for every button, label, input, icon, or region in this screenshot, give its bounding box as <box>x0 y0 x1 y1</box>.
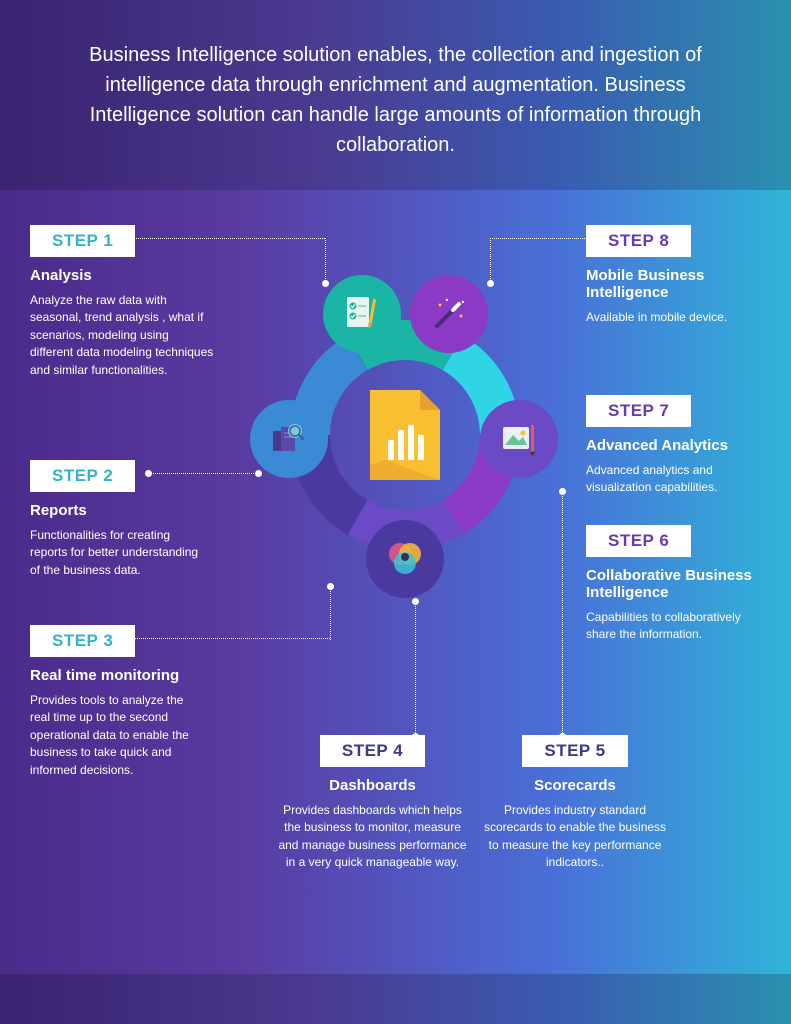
step-3-label: STEP 3 <box>30 625 135 657</box>
step-5-title: Scorecards <box>480 777 670 794</box>
step-1-desc: Analyze the raw data with seasonal, tren… <box>30 292 215 379</box>
connector <box>325 238 326 283</box>
venn-icon <box>382 536 428 582</box>
step-1: STEP 1 Analysis Analyze the raw data wit… <box>30 225 215 379</box>
node-reports <box>250 400 328 478</box>
connector <box>490 238 491 283</box>
step-3: STEP 3 Real time monitoring Provides too… <box>30 625 205 779</box>
wand-icon <box>427 292 471 336</box>
checklist-icon <box>342 294 382 334</box>
reports-icon <box>267 417 311 461</box>
step-5-desc: Provides industry standard scorecards to… <box>480 802 670 872</box>
step-7-desc: Advanced analytics and visualization cap… <box>586 462 761 497</box>
connector-dot <box>412 598 419 605</box>
step-4-title: Dashboards <box>275 777 470 794</box>
header-band: Business Intelligence solution enables, … <box>0 0 791 190</box>
step-2-title: Reports <box>30 502 205 519</box>
step-2: STEP 2 Reports Functionalities for creat… <box>30 460 205 579</box>
step-8: STEP 8 Mobile Business Intelligence Avai… <box>586 225 761 326</box>
connector-dot <box>559 488 566 495</box>
connector-dot <box>327 583 334 590</box>
node-collab <box>480 400 558 478</box>
footer-band <box>0 974 791 1024</box>
step-7-label: STEP 7 <box>586 395 691 427</box>
step-1-title: Analysis <box>30 267 215 284</box>
connector-dot <box>322 280 329 287</box>
step-2-label: STEP 2 <box>30 460 135 492</box>
step-6-title: Collaborative Business Intelligence <box>586 567 761 601</box>
step-8-title: Mobile Business Intelligence <box>586 267 761 301</box>
step-3-desc: Provides tools to analyze the real time … <box>30 692 205 779</box>
step-4-desc: Provides dashboards which helps the busi… <box>275 802 470 872</box>
picture-icon <box>497 417 541 461</box>
node-analysis <box>323 275 401 353</box>
connector-dot <box>255 470 262 477</box>
step-6-desc: Capabilities to collaboratively share th… <box>586 609 761 644</box>
step-8-desc: Available in mobile device. <box>586 309 761 326</box>
step-2-desc: Functionalities for creating reports for… <box>30 527 205 579</box>
node-dashboards <box>366 520 444 598</box>
step-8-label: STEP 8 <box>586 225 691 257</box>
intro-text: Business Intelligence solution enables, … <box>55 40 736 160</box>
step-6: STEP 6 Collaborative Business Intelligen… <box>586 525 761 644</box>
connector <box>562 490 563 735</box>
step-6-label: STEP 6 <box>586 525 691 557</box>
main-canvas: STEP 1 Analysis Analyze the raw data wit… <box>0 190 791 990</box>
step-7: STEP 7 Advanced Analytics Advanced analy… <box>586 395 761 497</box>
connector <box>415 600 416 735</box>
step-1-label: STEP 1 <box>30 225 135 257</box>
step-4-label: STEP 4 <box>320 735 425 767</box>
node-mobile <box>410 275 488 353</box>
document-bars-icon <box>370 390 440 480</box>
connector <box>330 585 331 640</box>
step-5-label: STEP 5 <box>522 735 627 767</box>
step-7-title: Advanced Analytics <box>586 437 761 454</box>
step-5: STEP 5 Scorecards Provides industry stan… <box>480 735 670 872</box>
step-4: STEP 4 Dashboards Provides dashboards wh… <box>275 735 470 872</box>
step-3-title: Real time monitoring <box>30 667 205 684</box>
radial-chart <box>275 305 535 565</box>
connector-dot <box>487 280 494 287</box>
